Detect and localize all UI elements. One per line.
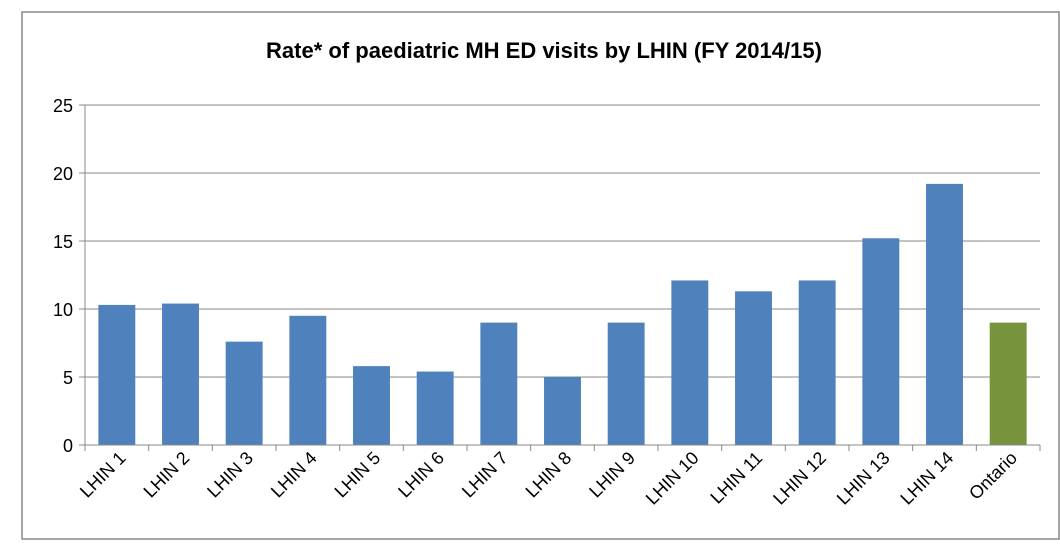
- y-tick-label: 25: [53, 96, 73, 116]
- bar: [353, 366, 390, 445]
- bar: [926, 183, 963, 445]
- y-tick-label: 0: [63, 436, 73, 456]
- bar: [98, 304, 136, 445]
- chart-frame: [21, 11, 1060, 540]
- x-tick-label: LHIN 10: [642, 448, 703, 509]
- chart-title: Rate* of paediatric MH ED visits by LHIN…: [266, 38, 822, 63]
- bar: [289, 315, 327, 445]
- x-tick-label: LHIN 14: [896, 448, 957, 509]
- x-tick-label: LHIN 2: [140, 448, 194, 502]
- bar: [798, 280, 836, 445]
- bar: [416, 371, 454, 445]
- x-tick-label: Ontario: [965, 448, 1021, 504]
- y-tick-label: 10: [53, 300, 73, 320]
- x-tick-label: LHIN 6: [394, 448, 448, 502]
- bar: [544, 377, 581, 445]
- x-tick-label: LHIN 4: [267, 448, 321, 502]
- x-tick-label: LHIN 11: [706, 448, 766, 508]
- x-tick-label: LHIN 3: [203, 448, 257, 502]
- x-tick-label: LHIN 1: [76, 448, 130, 502]
- bar: [480, 322, 518, 445]
- y-tick-label: 15: [53, 232, 73, 252]
- x-tick-label: LHIN 5: [331, 448, 385, 502]
- bar: [225, 341, 263, 445]
- bar: [671, 280, 709, 445]
- bar: [862, 238, 900, 445]
- y-tick-label: 20: [53, 164, 73, 184]
- bar: [989, 322, 1027, 445]
- x-tick-label: LHIN 8: [522, 448, 576, 502]
- x-tick-label: LHIN 9: [585, 448, 639, 502]
- x-tick-label: LHIN 13: [833, 448, 894, 509]
- bar: [735, 291, 772, 445]
- bar: [607, 322, 645, 445]
- x-tick-label: LHIN 12: [769, 448, 830, 509]
- y-tick-label: 5: [63, 368, 73, 388]
- x-tick-label: LHIN 7: [458, 448, 512, 502]
- bar: [162, 303, 199, 445]
